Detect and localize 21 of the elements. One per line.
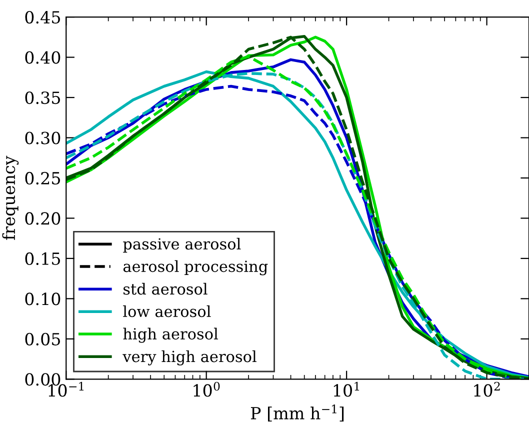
y-tick-label: 0.40 (25, 51, 60, 64)
legend-label: passive aerosol (123, 238, 241, 253)
y-tick-label: 0.30 (25, 132, 60, 144)
y-tick-label: 0.35 (25, 91, 60, 104)
x-axis-title: P [mm h$^{−1}$] (250, 404, 344, 422)
y-tick-label: 0.25 (25, 172, 60, 185)
y-tick-label: 0.20 (25, 212, 60, 225)
y-tick-label: 0.10 (25, 292, 60, 306)
x-tick-label: 10$^{2}$ (474, 382, 500, 397)
y-tick-label: 0.45 (25, 11, 60, 24)
legend-label: low aerosol (123, 305, 211, 318)
legend-label: std aerosol (124, 282, 208, 295)
y-tick-label: 0.00 (25, 373, 60, 386)
x-tick-label: 10$^{0}$ (194, 382, 220, 397)
legend-label: high aerosol (123, 328, 218, 343)
y-tick-label: 0.05 (25, 332, 60, 346)
x-tick-label: 10$^{1}$ (334, 382, 360, 397)
y-tick-label: 0.15 (25, 252, 60, 266)
legend-label: aerosol processing (123, 260, 268, 276)
legend-label: very high aerosol (122, 350, 256, 366)
y-axis-title: frequency (2, 156, 19, 240)
